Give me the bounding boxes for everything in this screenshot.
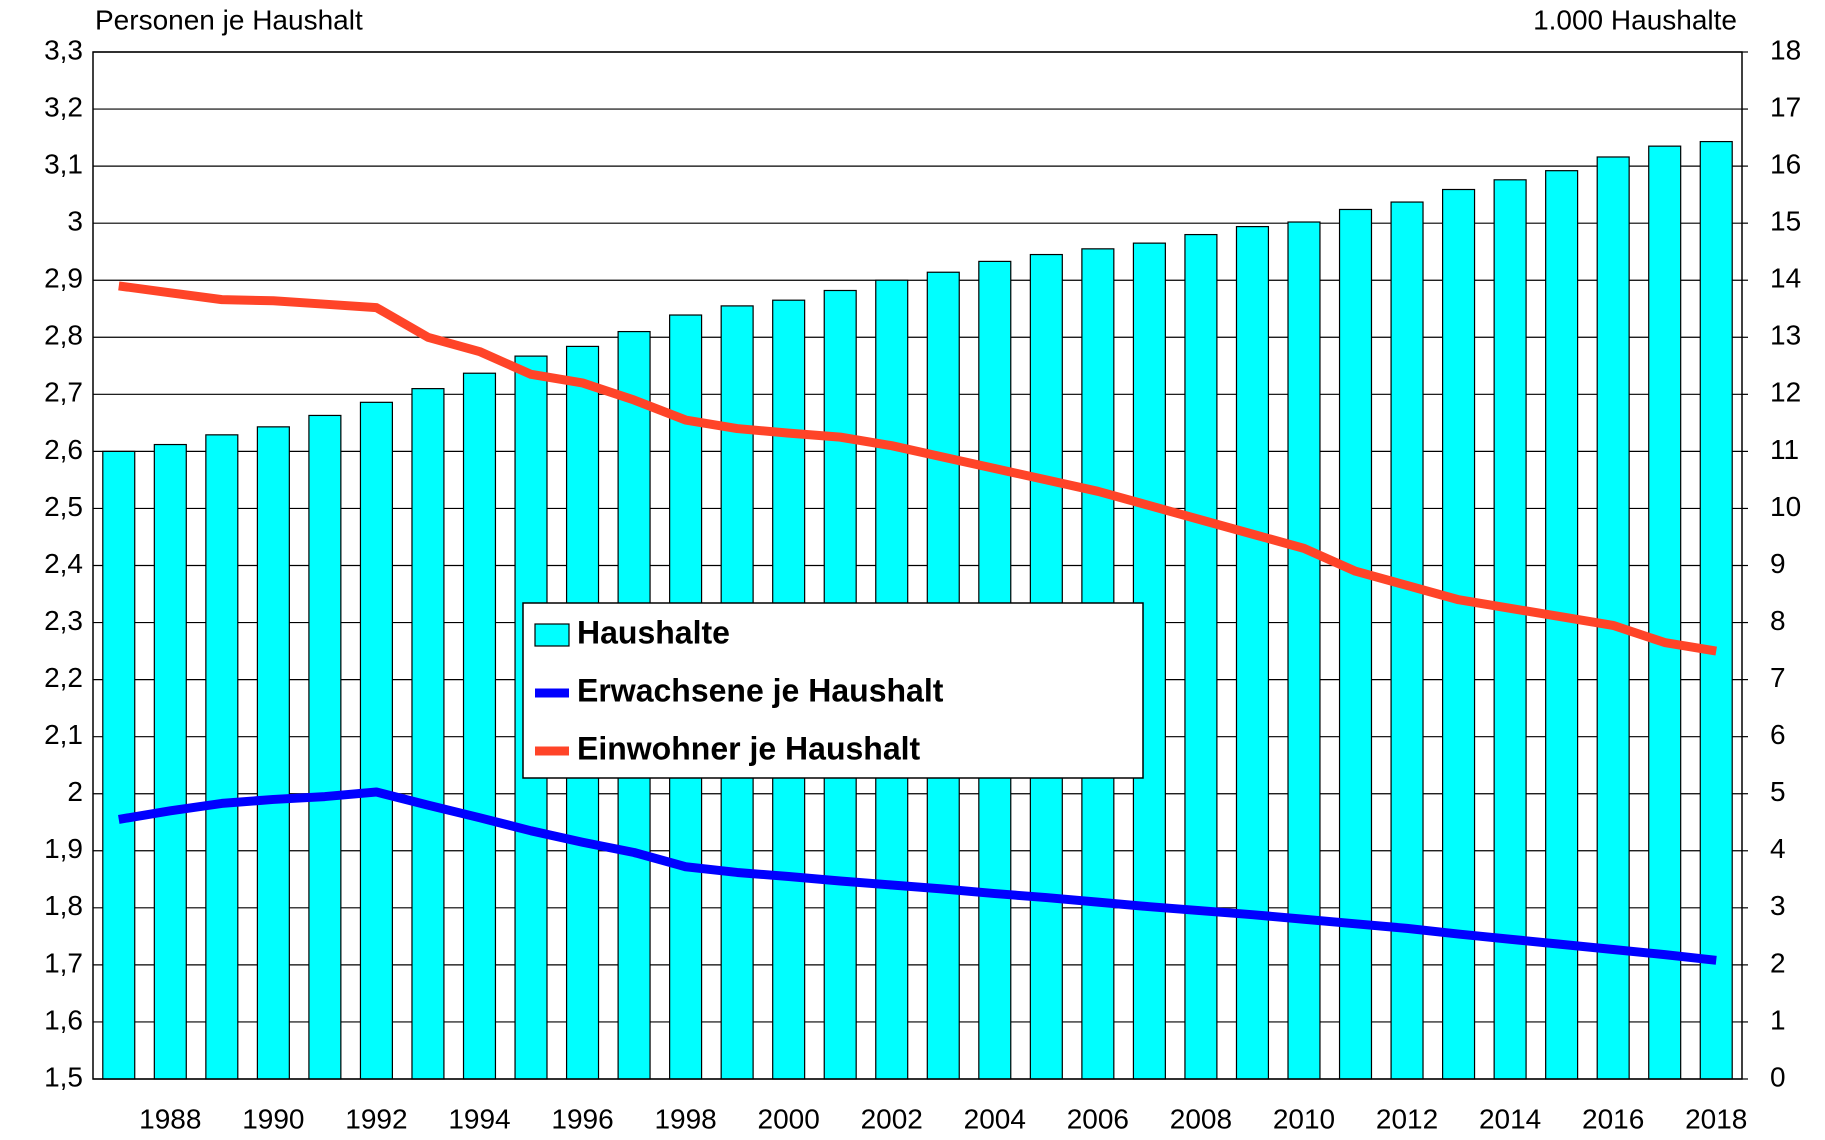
x-tick-label: 1990 [242, 1103, 304, 1134]
x-tick-label: 2000 [758, 1103, 820, 1134]
bar [1338, 208, 1373, 1080]
y2-tick-label: 8 [1770, 605, 1786, 636]
y-tick-label: 3 [67, 206, 83, 237]
y-tick-label: 1,9 [44, 833, 83, 864]
y2-tick-label: 1 [1770, 1004, 1786, 1035]
legend-label: Einwohner je Haushalt [577, 730, 921, 766]
x-tick-label: 2008 [1170, 1103, 1232, 1134]
y2-tick-label: 0 [1770, 1061, 1786, 1092]
y-tick-label: 2 [67, 776, 83, 807]
y2-tick-label: 9 [1770, 548, 1786, 579]
bar [1287, 221, 1321, 1080]
y2-tick-label: 6 [1770, 719, 1786, 750]
legend-box [522, 602, 1144, 779]
x-tick-label: 2018 [1685, 1103, 1747, 1134]
y-tick-label: 1,5 [44, 1061, 83, 1092]
x-tick-label: 2006 [1067, 1103, 1129, 1134]
y2-tick-label: 13 [1770, 320, 1801, 351]
y-tick-label: 1,7 [44, 947, 83, 978]
y-tick-label: 2,5 [44, 491, 83, 522]
bar [462, 372, 497, 1080]
y2-tick-label: 2 [1770, 947, 1786, 978]
y2-tick-label: 14 [1770, 263, 1801, 294]
bar [205, 434, 239, 1080]
y2-tick-label: 5 [1770, 776, 1786, 807]
y-tick-label: 2,4 [44, 548, 83, 579]
y2-tick-label: 10 [1770, 491, 1801, 522]
x-tick-label: 1988 [139, 1103, 201, 1134]
y-axis-title: Personen je Haushalt [95, 4, 363, 35]
y-tick-label: 1,8 [44, 890, 83, 921]
y2-tick-label: 16 [1770, 149, 1801, 180]
legend-swatch [534, 623, 570, 647]
bar [256, 426, 290, 1080]
y-tick-label: 3,3 [44, 34, 83, 65]
y-tick-label: 2,8 [44, 320, 83, 351]
plot-frame [92, 51, 1743, 1080]
y2-tick-label: 7 [1770, 662, 1786, 693]
bar [153, 443, 187, 1080]
bar [359, 401, 393, 1080]
bar [1493, 179, 1527, 1080]
legend-label: Haushalte [577, 614, 730, 650]
line [118, 281, 1717, 656]
x-tick-label: 2002 [861, 1103, 923, 1134]
bar [102, 450, 136, 1080]
y2-tick-label: 3 [1770, 890, 1786, 921]
x-tick-label: 1998 [654, 1103, 716, 1134]
y-tick-label: 2,6 [44, 434, 83, 465]
x-tick-label: 1996 [551, 1103, 613, 1134]
bar [1235, 225, 1270, 1080]
y-tick-label: 2,2 [44, 662, 83, 693]
line [118, 787, 1717, 965]
y2-tick-label: 17 [1770, 91, 1801, 122]
bar [1184, 233, 1218, 1080]
x-tick-label: 2016 [1582, 1103, 1644, 1134]
x-tick-label: 1994 [448, 1103, 510, 1134]
y2-tick-label: 15 [1770, 206, 1801, 237]
y2-tick-label: 4 [1770, 833, 1786, 864]
y-tick-label: 3,2 [44, 91, 83, 122]
y2-tick-label: 18 [1770, 34, 1801, 65]
y2-axis-title: 1.000 Haushalte [1533, 4, 1737, 35]
bar [1390, 201, 1424, 1080]
y2-tick-label: 12 [1770, 377, 1801, 408]
bar [308, 414, 342, 1080]
x-tick-label: 2010 [1273, 1103, 1335, 1134]
x-tick-label: 1992 [345, 1103, 407, 1134]
y-tick-label: 1,6 [44, 1004, 83, 1035]
bar [1442, 188, 1476, 1080]
y2-tick-label: 11 [1770, 434, 1799, 465]
y-tick-label: 2,7 [44, 377, 83, 408]
bar [1648, 145, 1682, 1080]
x-tick-label: 2004 [964, 1103, 1026, 1134]
bar [1596, 156, 1630, 1080]
bar [411, 388, 445, 1080]
bar [1699, 140, 1733, 1080]
y-tick-label: 2,1 [44, 719, 83, 750]
y-tick-label: 2,3 [44, 605, 83, 636]
y-tick-label: 2,9 [44, 263, 83, 294]
x-tick-label: 2012 [1376, 1103, 1438, 1134]
legend-label: Erwachsene je Haushalt [577, 672, 944, 708]
y-tick-label: 3,1 [44, 149, 83, 180]
x-tick-label: 2014 [1479, 1103, 1541, 1134]
